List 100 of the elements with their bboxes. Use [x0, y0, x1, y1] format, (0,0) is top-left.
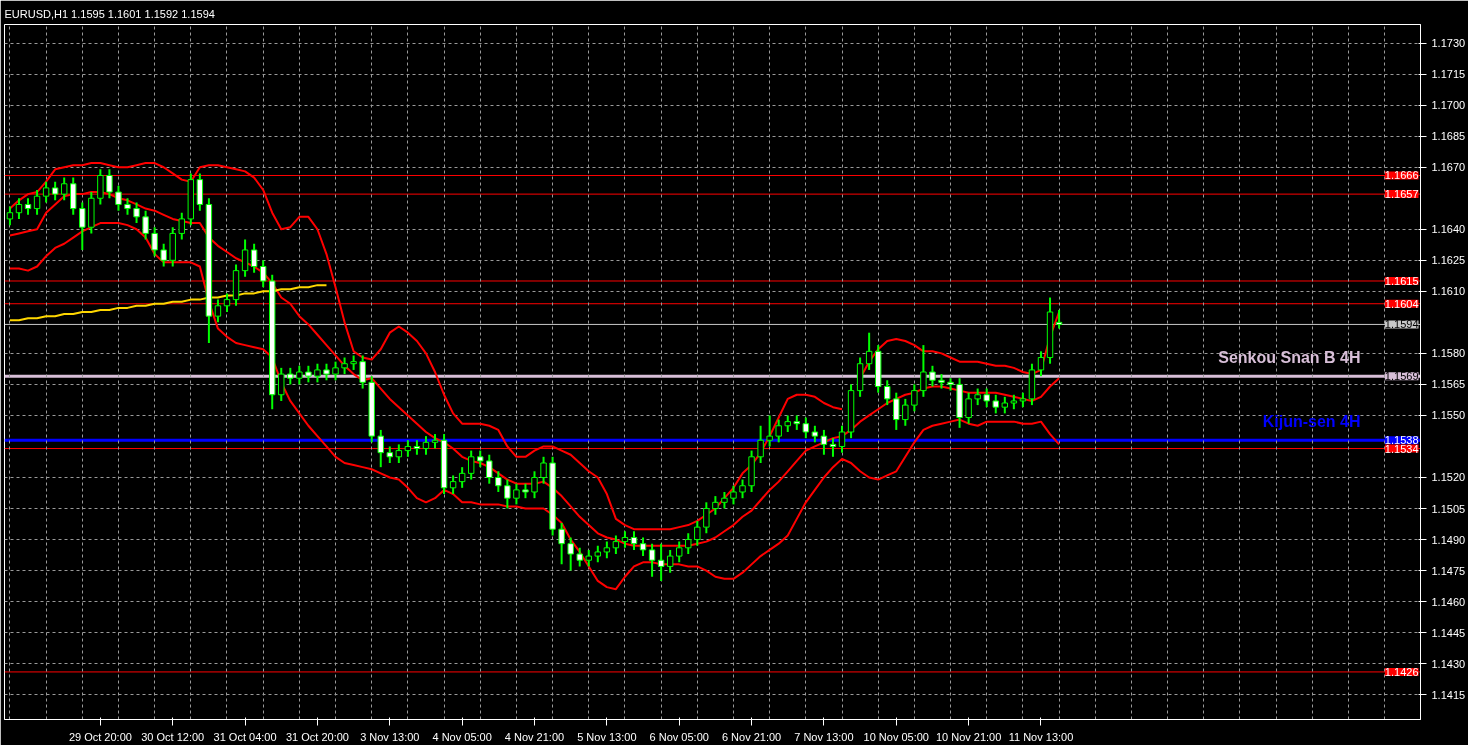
candlestick — [884, 379, 891, 407]
candlestick — [902, 397, 909, 427]
candlestick — [983, 387, 990, 409]
candlestick — [60, 176, 68, 202]
y-tick-label: 1.1460 — [1431, 595, 1466, 608]
x-tick-label: 11 Nov 13:00 — [1008, 730, 1074, 743]
candlestick — [449, 474, 457, 496]
candlestick — [567, 536, 574, 572]
annotation: Kijun-sen 4H — [1262, 413, 1361, 431]
x-tick-label: 3 Nov 13:00 — [360, 730, 420, 743]
annotation: Senkou Snan B 4H — [1218, 349, 1361, 367]
y-tick-label: 1.1580 — [1431, 347, 1466, 360]
candlestick — [278, 366, 285, 402]
x-tick-label: 10 Nov 21:00 — [935, 730, 1002, 743]
x-tick-label: 10 Nov 05:00 — [863, 730, 929, 743]
candlestick — [458, 466, 466, 489]
candlestick — [929, 364, 936, 388]
candlestick — [576, 546, 583, 568]
candlestick — [820, 428, 828, 456]
candlestick — [513, 482, 520, 506]
y-tick-label: 1.1550 — [1431, 409, 1466, 422]
candlestick — [893, 391, 900, 431]
x-tick-label: 6 Nov 21:00 — [721, 730, 782, 743]
candlestick — [712, 495, 719, 516]
candlestick — [422, 435, 430, 456]
candlestick — [766, 414, 773, 448]
candlestick — [558, 522, 565, 566]
candlestick — [685, 532, 692, 556]
x-tick-label: 31 Oct 20:00 — [285, 730, 349, 743]
candlestick — [757, 424, 764, 465]
candlestick — [730, 484, 737, 506]
candlestick — [540, 455, 547, 485]
y-tick-label: 1.1640 — [1431, 223, 1466, 236]
candlestick — [314, 362, 321, 384]
candlestick — [648, 542, 656, 578]
candlestick — [865, 331, 873, 371]
candlestick — [160, 242, 167, 268]
candlestick — [142, 209, 149, 241]
candlestick — [223, 292, 231, 314]
y-tick-label: 1.1715 — [1431, 68, 1466, 81]
y-tick-label: 1.1730 — [1431, 37, 1466, 50]
candlestick — [911, 383, 918, 413]
candlestick — [612, 534, 620, 556]
ref-line-label: 1.1594 — [1384, 318, 1419, 331]
ref-line-label: 1.1604 — [1384, 297, 1419, 310]
candlestick — [992, 393, 999, 415]
candlestick — [1055, 308, 1063, 330]
candlestick — [666, 548, 674, 574]
y-tick-label: 1.1625 — [1431, 254, 1466, 267]
y-tick-label: 1.1520 — [1431, 471, 1466, 484]
ref-line-label: 1.1666 — [1384, 169, 1419, 182]
candlestick — [214, 298, 222, 324]
candlestick — [802, 416, 810, 440]
y-tick-label: 1.1505 — [1431, 502, 1466, 515]
y-tick-label: 1.1610 — [1431, 285, 1466, 298]
chart-title: EURUSD,H1 1.1595 1.1601 1.1592 1.1594 — [4, 7, 215, 20]
candlestick — [42, 180, 50, 204]
ref-line-label: 1.1569 — [1384, 370, 1419, 383]
candlestick — [241, 238, 249, 278]
candlestick — [15, 197, 23, 220]
candlestick — [739, 478, 746, 500]
x-tick-label: 29 Oct 20:00 — [68, 730, 132, 743]
candlestick — [657, 542, 665, 582]
y-tick-label: 1.1670 — [1431, 161, 1466, 174]
candlestick — [79, 201, 86, 251]
candlestick — [133, 201, 140, 225]
candlestick — [504, 478, 511, 510]
candlestick — [694, 519, 701, 547]
candlestick — [359, 354, 366, 390]
x-tick-label: 30 Oct 12:00 — [141, 730, 205, 743]
candlestick — [1037, 350, 1045, 378]
candlestick — [775, 418, 782, 444]
candlestick — [630, 530, 638, 551]
candlestick — [829, 437, 837, 458]
y-tick-label: 1.1565 — [1431, 378, 1466, 391]
candlestick — [151, 226, 158, 258]
line-series — [8, 284, 328, 322]
candlestick — [250, 242, 258, 274]
candlestick — [676, 540, 683, 564]
candlestick — [296, 364, 303, 386]
x-tick-label: 6 Nov 05:00 — [649, 730, 709, 743]
candlestick — [965, 391, 972, 425]
candlestick — [106, 168, 113, 200]
candlestick — [33, 188, 41, 216]
ref-line-label: 1.1426 — [1384, 665, 1419, 678]
candlestick — [377, 428, 384, 469]
y-tick-label: 1.1700 — [1431, 99, 1466, 112]
candlestick — [115, 184, 122, 212]
candlestick — [51, 180, 59, 202]
candlestick — [495, 470, 502, 493]
candlestick — [395, 443, 403, 465]
x-tick-label: 4 Nov 21:00 — [504, 730, 565, 743]
y-tick-label: 1.1685 — [1431, 130, 1466, 143]
x-tick-label: 5 Nov 13:00 — [577, 730, 637, 743]
y-tick-label: 1.1430 — [1431, 657, 1466, 670]
candlestick — [486, 453, 493, 485]
candlestick — [838, 424, 846, 454]
candlestick — [467, 449, 475, 481]
y-tick-label: 1.1445 — [1431, 626, 1466, 639]
y-tick-label: 1.1415 — [1431, 688, 1466, 701]
